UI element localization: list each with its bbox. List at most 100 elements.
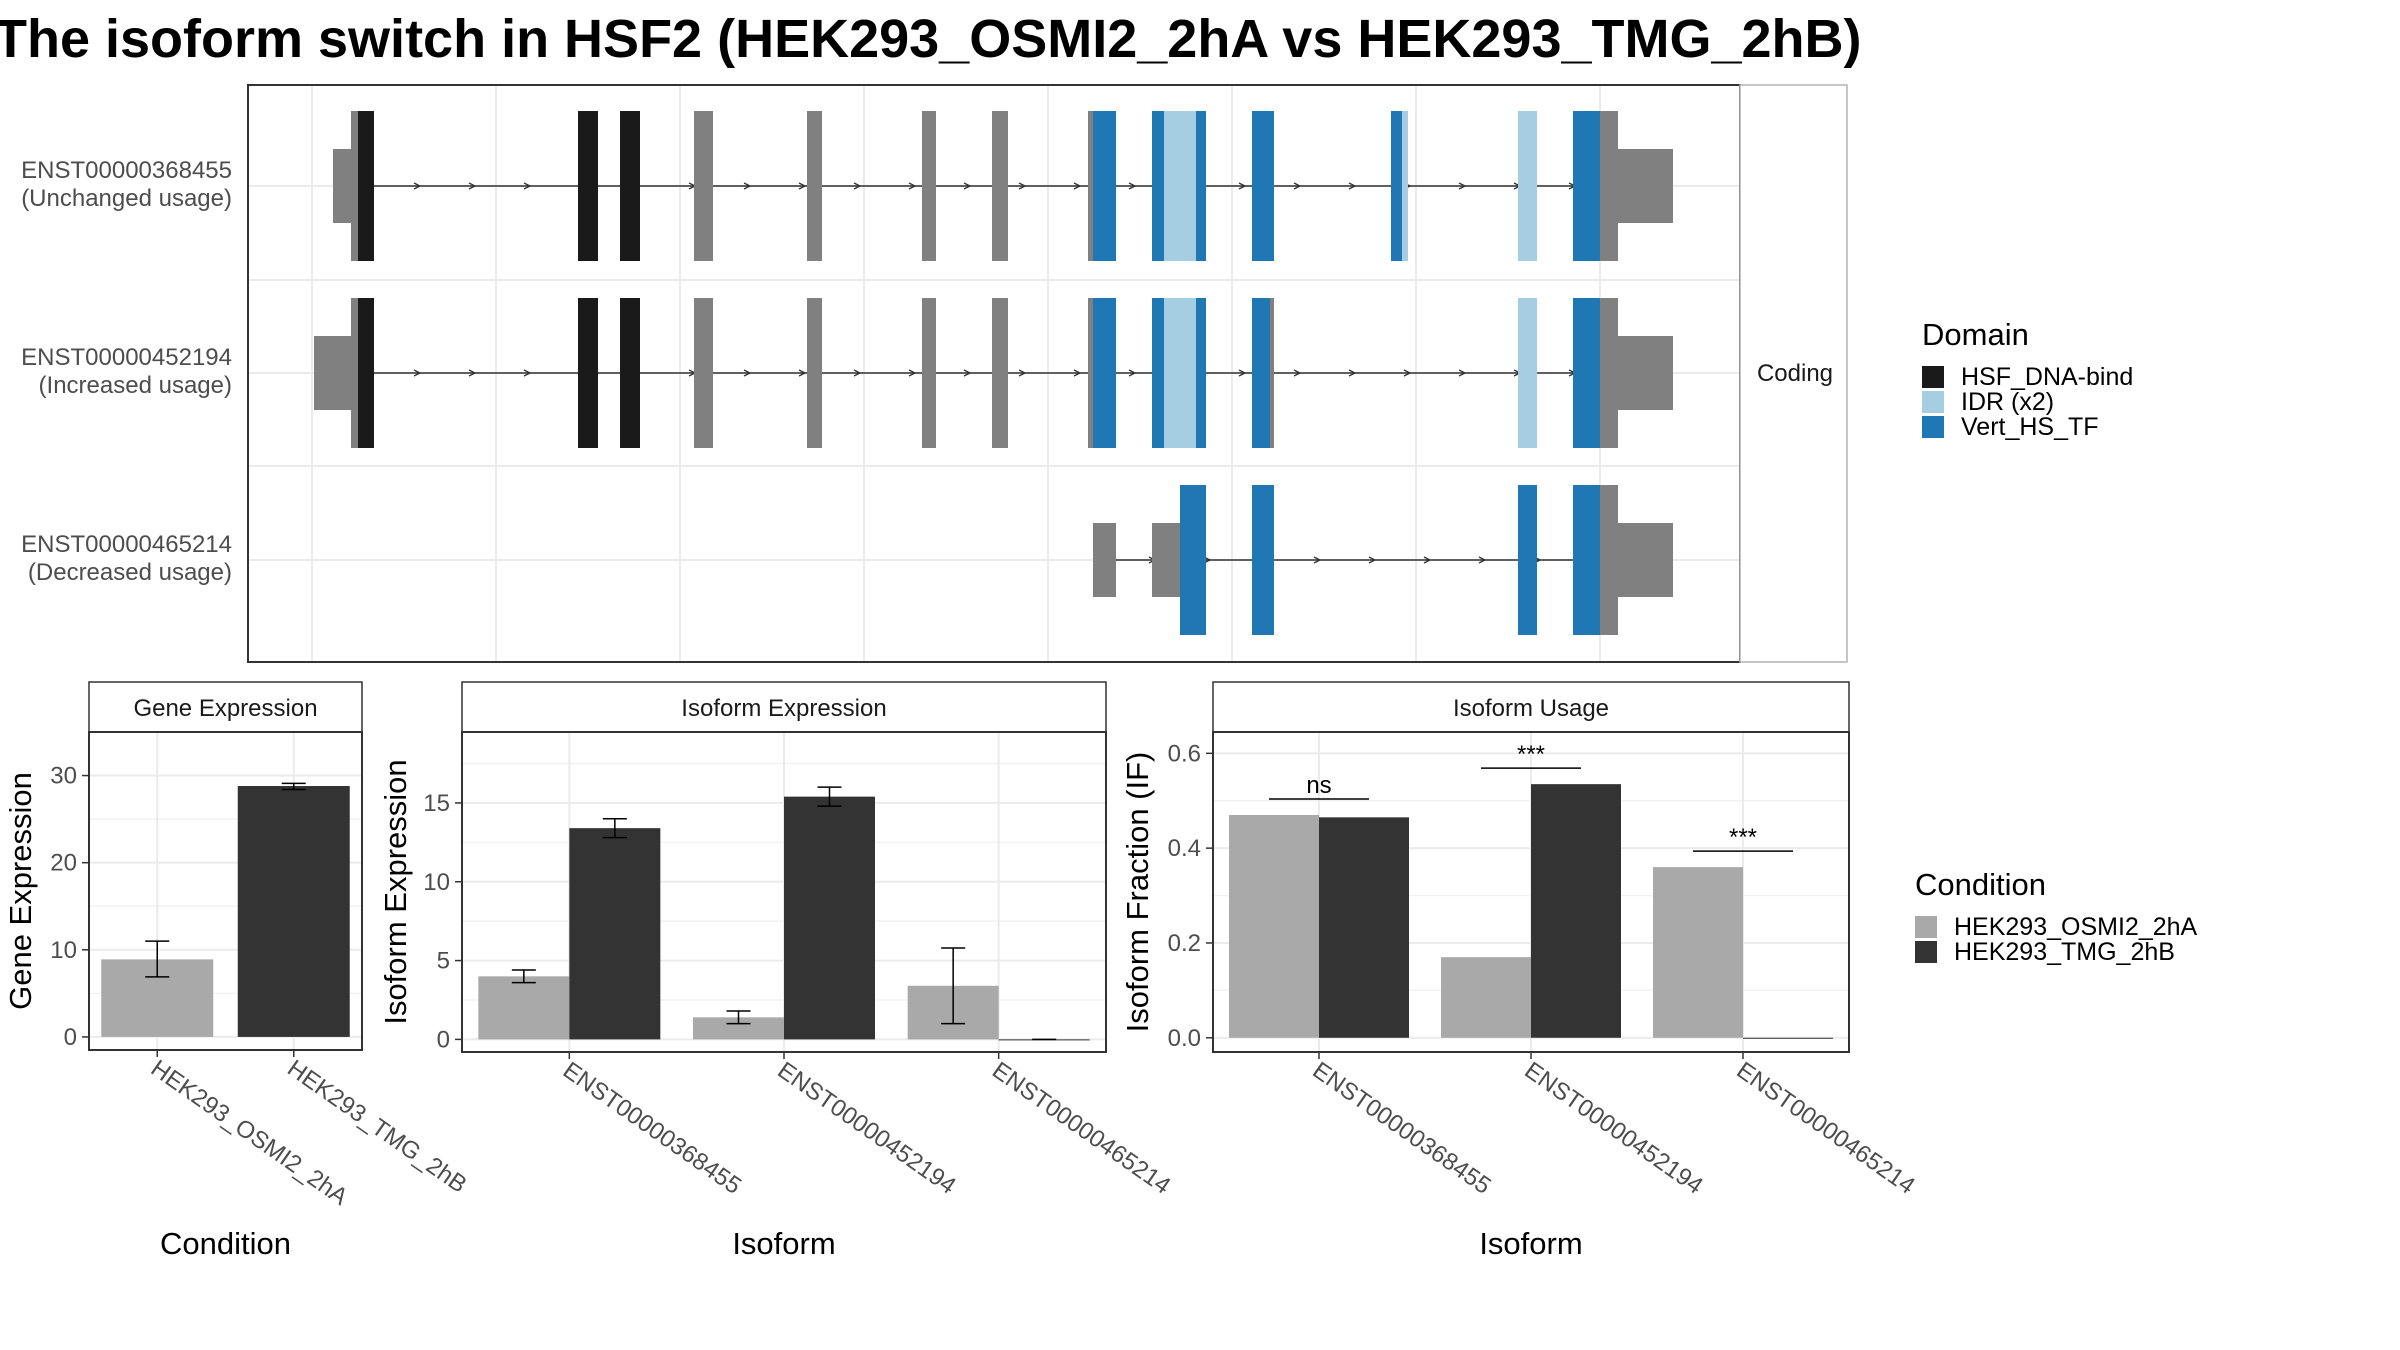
isoform-label: ENST00000368455 [21, 157, 232, 184]
exon-block [1600, 298, 1618, 448]
exon-block [1196, 298, 1206, 448]
intron-arrow [853, 369, 862, 377]
exon-block [1164, 111, 1196, 261]
y-axis-title: Isoform Expression [378, 759, 413, 1024]
isoform-label: ENST00000465214 [21, 531, 232, 558]
isoform-usage-label: (Increased usage) [39, 372, 232, 399]
domain-legend-key [1922, 366, 1944, 388]
intron-arrow [743, 182, 752, 190]
intron-arrow [1018, 182, 1027, 190]
y-tick-label: 0.4 [1168, 835, 1201, 862]
exon-block [1152, 111, 1164, 261]
y-tick-label: 15 [423, 790, 450, 817]
error-bar [281, 782, 306, 791]
bar-HEK293_TMG_2hB [784, 796, 875, 1040]
exon-block [1600, 485, 1618, 635]
exon-block [1088, 298, 1093, 448]
exon-block [1573, 485, 1600, 635]
domain-legend-key [1922, 416, 1944, 438]
y-tick-label: 30 [50, 763, 77, 790]
intron-arrow [1293, 369, 1302, 377]
x-axis-title: Isoform [732, 1226, 835, 1261]
condition-legend-label: HEK293_OSMI2_2hA [1954, 913, 2198, 941]
isoform-label: ENST00000452194 [21, 344, 232, 371]
intron-arrow [963, 182, 972, 190]
isoform-usage-label: (Unchanged usage) [21, 185, 232, 212]
exon-block [1093, 111, 1116, 261]
exon-block [1093, 523, 1116, 597]
domain-legend-key [1922, 391, 1944, 413]
facet-strip [1739, 84, 1848, 663]
exon-block [333, 149, 351, 223]
exon-block [1518, 298, 1537, 448]
exon-block [992, 111, 1008, 261]
exon-block [1618, 336, 1673, 410]
exon-block [358, 111, 374, 261]
intron-arrow [908, 182, 917, 190]
intron-arrow [468, 182, 477, 190]
x-tick-label: ENST00000368455 [558, 1057, 746, 1200]
intron-arrow [1478, 556, 1487, 564]
exon-block [1618, 149, 1673, 223]
intron-arrow [1293, 182, 1302, 190]
intron-arrow [1458, 182, 1467, 190]
exon-block [992, 298, 1008, 448]
intron-arrow [1403, 369, 1412, 377]
error-bar [145, 940, 170, 978]
panel-strip [461, 681, 1107, 733]
exon-block [1180, 485, 1206, 635]
intron-arrow [1348, 369, 1357, 377]
panel-strip [88, 681, 363, 733]
exon-block [358, 298, 374, 448]
intron-arrow [1073, 182, 1082, 190]
y-axis-title: Gene Expression [3, 772, 38, 1010]
domain-legend-label: HSF_DNA-bind [1961, 363, 2133, 391]
exon-block [578, 298, 598, 448]
bar-HEK293_TMG_2hB [237, 786, 350, 1037]
intron-arrow [1423, 556, 1432, 564]
exon-block [578, 111, 598, 261]
intron-arrow [468, 369, 477, 377]
error-bar [602, 817, 627, 839]
panel-strip [1212, 681, 1850, 733]
exon-block [1152, 523, 1180, 597]
error-bar [726, 1010, 751, 1025]
panel-border [88, 731, 363, 1051]
intron-arrow [1128, 182, 1137, 190]
gene-structure-panel: ENST00000368455(Unchanged usage) ENST0000… [21, 84, 1848, 663]
intron-arrow [853, 182, 862, 190]
intron-arrow [413, 369, 422, 377]
figure-title: The isoform switch in HSF2 (HEK293_OSMI2… [0, 9, 1862, 69]
error-bar [941, 947, 966, 1025]
exon-block [922, 111, 936, 261]
intron-arrow [743, 369, 752, 377]
exon-block [1152, 298, 1164, 448]
intron-arrow [908, 369, 917, 377]
y-tick-label: 10 [50, 937, 77, 964]
exon-block [694, 298, 713, 448]
y-tick-label: 0.0 [1168, 1025, 1201, 1052]
intron-arrow [798, 182, 807, 190]
exon-block [1252, 298, 1270, 448]
intron-arrow [413, 182, 422, 190]
exon-block [1518, 485, 1537, 635]
panel-strip-label: Isoform Expression [681, 695, 886, 722]
y-tick-label: 10 [423, 869, 450, 896]
domain-legend-label: IDR (x2) [1961, 388, 2054, 416]
exon-block [1402, 111, 1408, 261]
y-tick-label: 0 [64, 1024, 77, 1051]
bar-HEK293_OSMI2_2hA [478, 976, 570, 1040]
exon-block [922, 298, 936, 448]
x-tick-label: ENST00000368455 [1308, 1057, 1496, 1200]
exon-block [807, 298, 822, 448]
bar-HEK293_TMG_2hB [1531, 784, 1621, 1038]
intron-arrow [523, 369, 532, 377]
intron-arrow [798, 369, 807, 377]
x-tick-label: ENST00000452194 [773, 1057, 961, 1200]
y-tick-label: 5 [437, 948, 450, 975]
facet-label: Coding [1757, 360, 1833, 387]
exon-block [1618, 523, 1673, 597]
intron-arrow [1313, 556, 1322, 564]
